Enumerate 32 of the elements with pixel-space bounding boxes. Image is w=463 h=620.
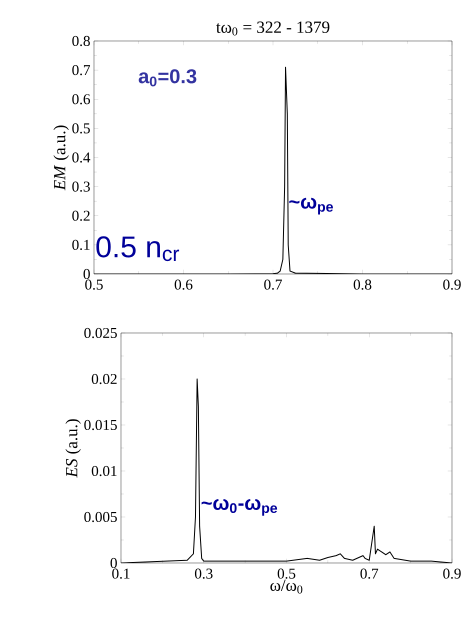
annotation: ~ω$_{pe}$ [289,198,333,215]
y-tick-label: 0.4 [72,152,90,163]
y-tick-label: 0.6 [72,94,90,104]
annotation: ~ω$_{0}$-ω$_{pe}$ [202,499,278,516]
y-tick-label: 0.3 [72,182,90,192]
x-tick-label: 0.6 [174,280,192,290]
chart-title: tω$_{0}$ = 322 - 1379 [216,21,330,36]
y-tick-label: 0.005 [84,512,117,522]
x-tick-label: 0.1 [112,568,130,579]
y-tick-label: 0.02 [92,374,117,384]
x-tick-label: 0.9 [443,280,461,290]
x-tick-label: 0.7 [264,280,282,290]
y-tick-label: 0.015 [84,420,117,430]
y-tick-label: 0 [84,268,90,280]
annotation: 0.5 n$_{cr}$ [96,236,180,262]
y-tick-label: 0.01 [92,466,117,476]
x-tick-label: 0.5 [278,568,296,579]
annotation: a$_{0}$=0.3 [138,69,196,86]
y-axis-title: EM (a.u.) [53,126,69,190]
y-tick-label: 0.025 [84,328,117,338]
y-tick-label: 0.1 [72,240,90,250]
x-tick-label: 0.7 [360,568,378,579]
x-tick-label: 0.9 [443,568,461,579]
x-axis-title: ω/ω$_{0}$ [270,580,302,594]
x-tick-label: 0.3 [194,568,213,579]
x-tick-label: 0.8 [354,280,372,290]
y-tick-label: 0.2 [72,210,90,221]
y-axis-title: ES (a.u.) [65,419,81,478]
y-tick-label: 0.7 [72,65,90,76]
y-tick-label: 0 [110,558,117,568]
y-tick-label: 0.5 [72,123,90,134]
y-tick-label: 0.8 [72,36,90,46]
